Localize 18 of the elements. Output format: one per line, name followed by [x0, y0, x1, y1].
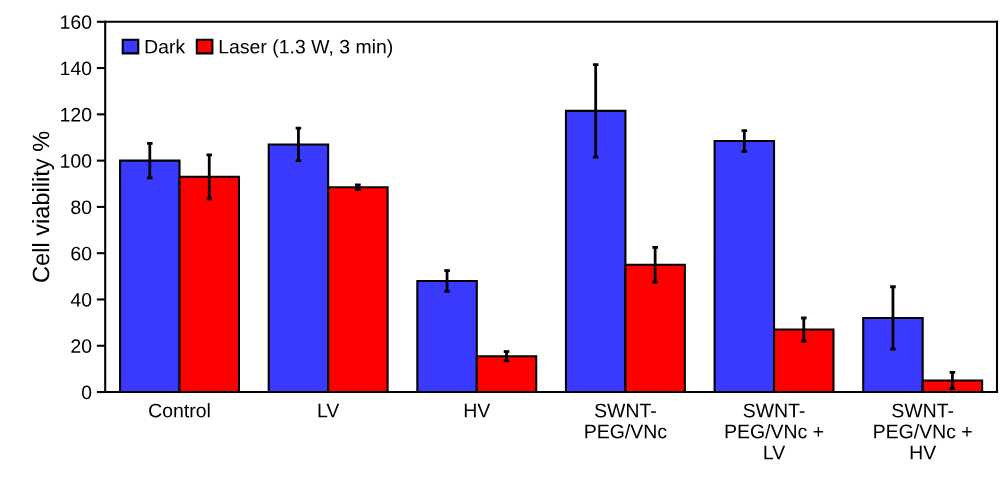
y-axis-title: Cell viability % [32, 131, 55, 282]
x-tick-label: SWNT- PEG/VNc [585, 403, 667, 439]
y-tick-label: 80 [71, 200, 92, 215]
y-tick-label: 60 [71, 246, 92, 261]
y-tick-label: 120 [61, 107, 92, 122]
y-tick-label: 100 [61, 154, 92, 168]
y-tick-label: 160 [61, 15, 92, 30]
x-tick-label: LV [318, 403, 340, 418]
x-tick-label: SWNT- PEG/VNc + HV [874, 403, 972, 460]
legend-label: Dark [145, 39, 186, 54]
legend-label: Laser (1.3 W, 3 min) [219, 39, 393, 58]
y-tick-label: 0 [81, 385, 92, 400]
y-tick-label: 40 [70, 292, 92, 307]
x-tick-label: Control [149, 403, 210, 418]
x-tick-label: HV [464, 403, 491, 418]
x-tick-label: SWNT- PEG/VNc + LV [725, 403, 824, 460]
y-tick-label: 20 [71, 339, 92, 353]
y-tick-label: 140 [61, 61, 92, 76]
